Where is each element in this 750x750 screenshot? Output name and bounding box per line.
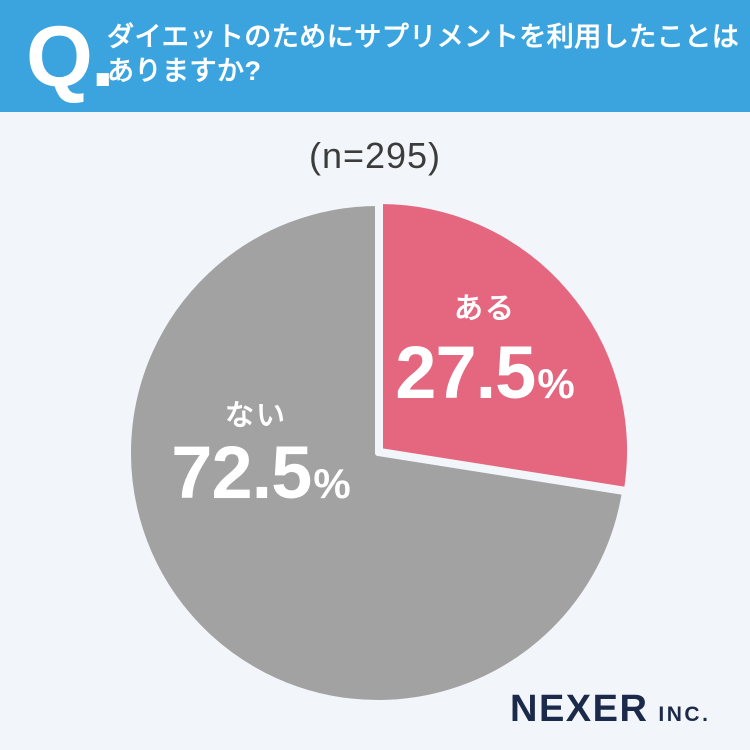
question-header-bar: Q. ダイエットのためにサプリメントを利用したことは ありますか? — [0, 0, 750, 112]
pie-chart-svg — [124, 198, 633, 706]
sample-size-label: (n=295) — [308, 135, 442, 176]
slice-label-nai: ない — [224, 400, 287, 432]
slice-value-aru-number: 27.5 — [395, 331, 536, 414]
pie-slice-0 — [377, 198, 633, 494]
pie-slice-1 — [124, 200, 628, 706]
slice-value-nai-percent-sign: % — [313, 460, 351, 507]
question-line-2: ありますか? — [107, 56, 262, 86]
nexer-logo-main: NEXER — [510, 688, 649, 730]
pie-chart — [118, 193, 638, 713]
slice-value-aru: 27.5% — [375, 336, 595, 410]
slice-value-nai: 72.5% — [151, 436, 371, 510]
nexer-logo-suffix: INC. — [658, 703, 711, 726]
nexer-logo: NEXER INC. — [510, 690, 710, 728]
question-text: ダイエットのためにサプリメントを利用したことは ありますか? — [107, 20, 739, 88]
slice-value-aru-percent-sign: % — [537, 360, 575, 407]
question-line-1: ダイエットのためにサプリメントを利用したことは — [107, 22, 740, 52]
slice-label-aru: ある — [453, 293, 516, 325]
q-mark-logo: Q. — [26, 9, 115, 105]
slice-value-nai-number: 72.5 — [171, 431, 312, 514]
